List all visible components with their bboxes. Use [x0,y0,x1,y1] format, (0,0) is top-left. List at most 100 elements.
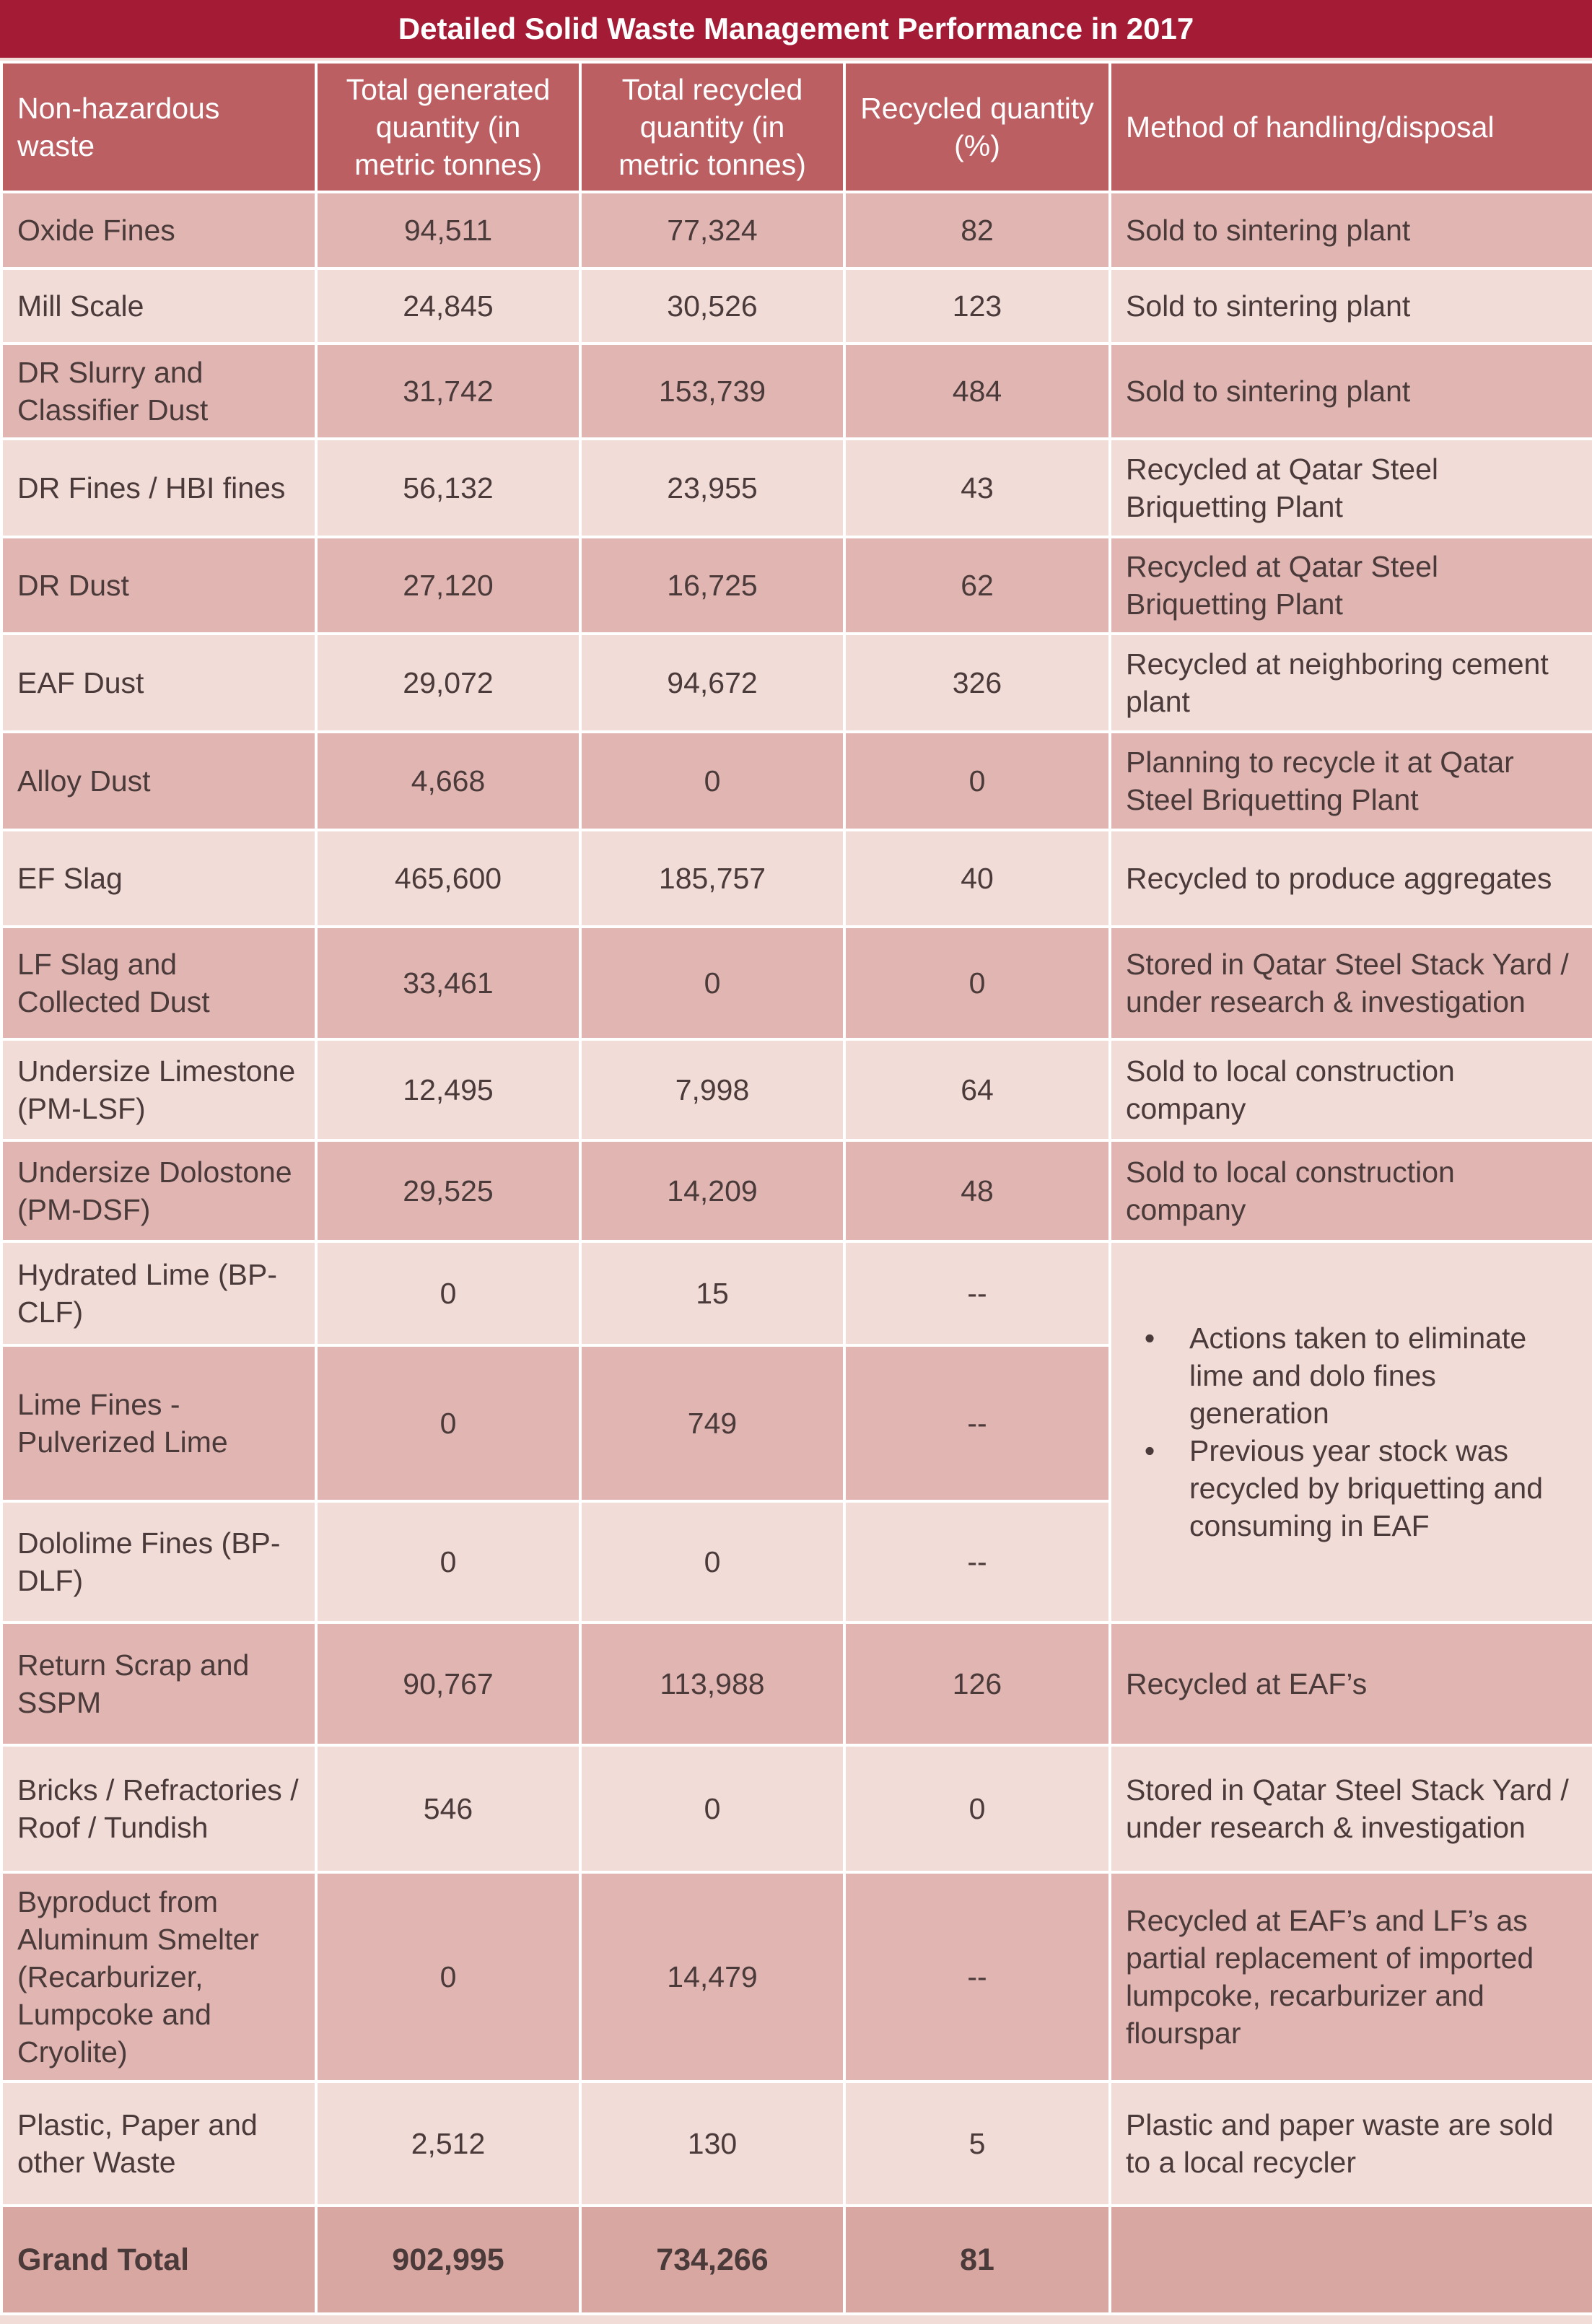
header-row: Non-hazardous waste Total generated quan… [0,61,1592,193]
cell-recycled: 130 [579,2080,846,2207]
cell-method: Sold to sintering plant [1108,191,1592,270]
cell-method: Planning to recycle it at Qatar Steel Br… [1108,730,1592,831]
total-label: Grand Total [0,2204,318,2315]
cell-waste: Byproduct from Aluminum Smelter (Recarbu… [0,1871,318,2083]
total-method [1108,2204,1592,2315]
table-row: Undersize Limestone (PM-LSF) 12,495 7,99… [0,1038,1592,1142]
cell-recycled: 77,324 [579,191,846,270]
cell-waste: EF Slag [0,829,318,928]
cell-waste: Oxide Fines [0,191,318,270]
cell-recycled: 749 [579,1344,846,1503]
cell-generated: 56,132 [315,437,582,538]
cell-method: Recycled to produce aggregates [1108,829,1592,928]
cell-recycled: 0 [579,925,846,1041]
cell-waste: Plastic, Paper and other Waste [0,2080,318,2207]
header-generated: Total generated quantity (in metric tonn… [315,61,582,193]
cell-percent: -- [843,1344,1111,1503]
table-row: EAF Dust 29,072 94,672 326 Recycled at n… [0,632,1592,733]
cell-method: Recycled at EAF’s and LF’s as partial re… [1108,1871,1592,2083]
cell-recycled: 0 [579,1500,846,1624]
cell-generated: 4,668 [315,730,582,831]
header-recycled: Total recycled quantity (in metric tonne… [579,61,846,193]
cell-generated: 0 [315,1344,582,1503]
cell-method: Recycled at EAF’s [1108,1621,1592,1747]
cell-generated: 27,120 [315,536,582,635]
cell-method: Sold to sintering plant [1108,342,1592,440]
cell-percent: 0 [843,1744,1111,1874]
cell-generated: 546 [315,1744,582,1874]
cell-recycled: 153,739 [579,342,846,440]
table-row: DR Slurry and Classifier Dust 31,742 153… [0,342,1592,440]
lime-note-list: • Actions taken to eliminate lime and dol… [1126,1319,1578,1545]
cell-waste: Hydrated Lime (BP-CLF) [0,1240,318,1347]
cell-percent: -- [843,1240,1111,1347]
cell-waste: Bricks / Refractories / Roof / Tundish [0,1744,318,1874]
lime-note-item: • Actions taken to eliminate lime and dol… [1145,1319,1578,1432]
cell-recycled: 15 [579,1240,846,1347]
table-row: Hydrated Lime (BP-CLF) 0 15 -- • Actions … [0,1240,1592,1624]
cell-method: Sold to local construction company [1108,1139,1592,1243]
cell-waste: DR Dust [0,536,318,635]
total-generated: 902,995 [315,2204,582,2315]
cell-waste: Undersize Dolostone (PM-DSF) [0,1139,318,1243]
table-row: Dololime Fines (BP-DLF) 0 0 -- [0,1500,1592,1624]
cell-waste: DR Fines / HBI fines [0,437,318,538]
cell-waste: Return Scrap and SSPM [0,1621,318,1747]
cell-recycled: 14,209 [579,1139,846,1243]
header-waste: Non-hazardous waste [0,61,318,193]
cell-generated: 0 [315,1240,582,1347]
cell-percent: 123 [843,267,1111,345]
table-row: Return Scrap and SSPM 90,767 113,988 126… [0,1621,1592,1747]
cell-method: Stored in Qatar Steel Stack Yard / under… [1108,1744,1592,1874]
cell-method: Stored in Qatar Steel Stack Yard / under… [1108,925,1592,1041]
cell-percent: 48 [843,1139,1111,1243]
lime-note-text: Previous year stock was recycled by briq… [1189,1434,1544,1542]
cell-percent: 5 [843,2080,1111,2207]
table-row: Undersize Dolostone (PM-DSF) 29,525 14,2… [0,1139,1592,1243]
cell-waste: Mill Scale [0,267,318,345]
table-row: DR Fines / HBI fines 56,132 23,955 43 Re… [0,437,1592,538]
cell-recycled: 30,526 [579,267,846,345]
table-row: DR Dust 27,120 16,725 62 Recycled at Qat… [0,536,1592,635]
table-row: Alloy Dust 4,668 0 0 Planning to recycle… [0,730,1592,831]
cell-waste: EAF Dust [0,632,318,733]
cell-generated: 29,072 [315,632,582,733]
cell-percent: -- [843,1871,1111,2083]
cell-method: Recycled at neighboring cement plant [1108,632,1592,733]
cell-generated: 0 [315,1500,582,1624]
cell-recycled: 16,725 [579,536,846,635]
lime-note-text: Actions taken to eliminate lime and dolo… [1189,1322,1527,1430]
cell-waste: Dololime Fines (BP-DLF) [0,1500,318,1624]
lime-note-item: • Previous year stock was recycled by bri… [1145,1432,1578,1545]
cell-method: Recycled at Qatar Steel Briquetting Plan… [1108,536,1592,635]
cell-waste: LF Slag and Collected Dust [0,925,318,1041]
cell-percent: 126 [843,1621,1111,1747]
cell-waste: Alloy Dust [0,730,318,831]
cell-recycled: 0 [579,730,846,831]
bullet-icon: • [1144,1322,1155,1355]
grand-total-row: Grand Total 902,995 734,266 81 [0,2204,1592,2315]
lime-note-cell: • Actions taken to eliminate lime and dol… [1108,1240,1592,1624]
cell-percent: 40 [843,829,1111,928]
table-row: Plastic, Paper and other Waste 2,512 130… [0,2080,1592,2207]
table-row: EF Slag 465,600 185,757 40 Recycled to p… [0,829,1592,928]
cell-method: Sold to sintering plant [1108,267,1592,345]
table-row: Byproduct from Aluminum Smelter (Recarbu… [0,1871,1592,2083]
cell-generated: 24,845 [315,267,582,345]
table-title: Detailed Solid Waste Management Performa… [0,0,1592,58]
table-row: Mill Scale 24,845 30,526 123 Sold to sin… [0,267,1592,345]
cell-generated: 29,525 [315,1139,582,1243]
cell-generated: 2,512 [315,2080,582,2207]
cell-recycled: 94,672 [579,632,846,733]
cell-percent: 82 [843,191,1111,270]
total-percent: 81 [843,2204,1111,2315]
cell-method: Recycled at Qatar Steel Briquetting Plan… [1108,437,1592,538]
table-row: Oxide Fines 94,511 77,324 82 Sold to sin… [0,191,1592,270]
cell-percent: 0 [843,925,1111,1041]
cell-percent: 326 [843,632,1111,733]
cell-percent: 62 [843,536,1111,635]
cell-percent: 43 [843,437,1111,538]
cell-method: Sold to local construction company [1108,1038,1592,1142]
cell-percent: 0 [843,730,1111,831]
header-method: Method of handling/disposal [1108,61,1592,193]
